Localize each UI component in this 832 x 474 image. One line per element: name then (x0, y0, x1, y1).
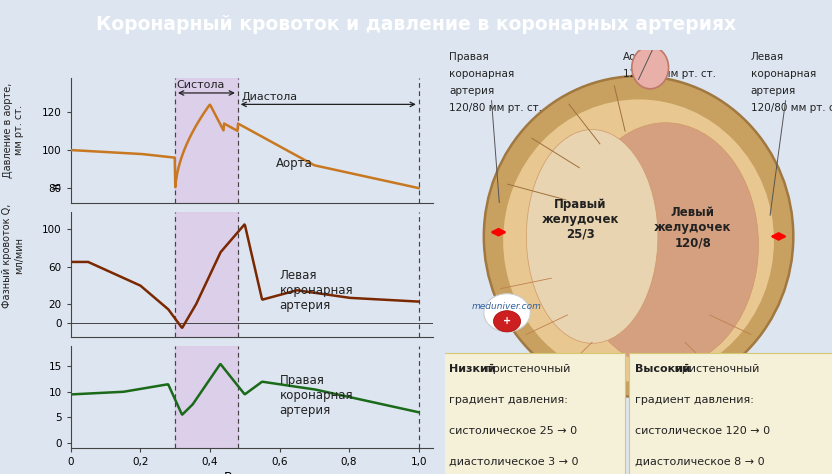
Text: Низкий: Низкий (449, 364, 496, 374)
Ellipse shape (631, 46, 669, 89)
Text: Левый
желудочек
120/8: Левый желудочек 120/8 (654, 207, 731, 249)
Text: 120/80 мм рт. ст.: 120/80 мм рт. ст. (623, 69, 716, 79)
Text: диастолическое 8 → 0: диастолическое 8 → 0 (635, 456, 765, 466)
Text: систолическое 120 → 0: систолическое 120 → 0 (635, 426, 770, 436)
Bar (175, 212, 238, 337)
Ellipse shape (493, 310, 521, 332)
Text: Диастола: Диастола (241, 91, 297, 101)
Text: артерия: артерия (449, 86, 494, 96)
Text: $\asymp$: $\asymp$ (47, 181, 62, 194)
Ellipse shape (527, 129, 658, 343)
Text: градиент давления:: градиент давления: (635, 395, 754, 405)
Text: артерия: артерия (750, 86, 796, 96)
Text: 120/80 мм рт. ст.: 120/80 мм рт. ст. (449, 103, 542, 113)
Text: Правый
желудочек
25/3: Правый желудочек 25/3 (542, 198, 619, 241)
Ellipse shape (484, 294, 530, 332)
Text: Левая: Левая (750, 52, 784, 62)
Text: Фазный кровоток Q,
мл/мин: Фазный кровоток Q, мл/мин (2, 204, 24, 308)
X-axis label: Время, с: Время, с (224, 471, 280, 474)
Text: Коронарный кровоток и давление в коронарных артериях: Коронарный кровоток и давление в коронар… (96, 15, 736, 35)
Text: Давление в аорте,
мм рт. ст.: Давление в аорте, мм рт. ст. (2, 82, 24, 178)
Text: пристеночный: пристеночный (671, 364, 760, 374)
Text: Высокий: Высокий (635, 364, 691, 374)
Ellipse shape (572, 123, 759, 367)
Ellipse shape (503, 100, 774, 382)
Ellipse shape (483, 76, 793, 397)
Text: Правая: Правая (449, 52, 488, 62)
Text: систолическое 25 → 0: систолическое 25 → 0 (449, 426, 577, 436)
Text: Правая
коронарная
артерия: Правая коронарная артерия (280, 374, 353, 417)
Bar (175, 346, 238, 448)
Text: Систола: Систола (177, 80, 225, 90)
Text: meduniver.com: meduniver.com (472, 302, 542, 311)
Text: пристеночный: пристеночный (482, 364, 570, 374)
Text: градиент давления:: градиент давления: (449, 395, 568, 405)
Text: коронарная: коронарная (750, 69, 816, 79)
Text: +: + (503, 316, 511, 326)
FancyBboxPatch shape (629, 353, 832, 474)
Text: Аорта: Аорта (623, 52, 656, 62)
Text: 120/80 мм рт. ст.: 120/80 мм рт. ст. (750, 103, 832, 113)
Text: Аорта: Аорта (276, 157, 313, 170)
Text: диастолическое 3 → 0: диастолическое 3 → 0 (449, 456, 578, 466)
Bar (175, 78, 238, 203)
FancyBboxPatch shape (443, 353, 625, 474)
Text: коронарная: коронарная (449, 69, 514, 79)
Text: Левая
коронарная
артерия: Левая коронарная артерия (280, 269, 353, 311)
